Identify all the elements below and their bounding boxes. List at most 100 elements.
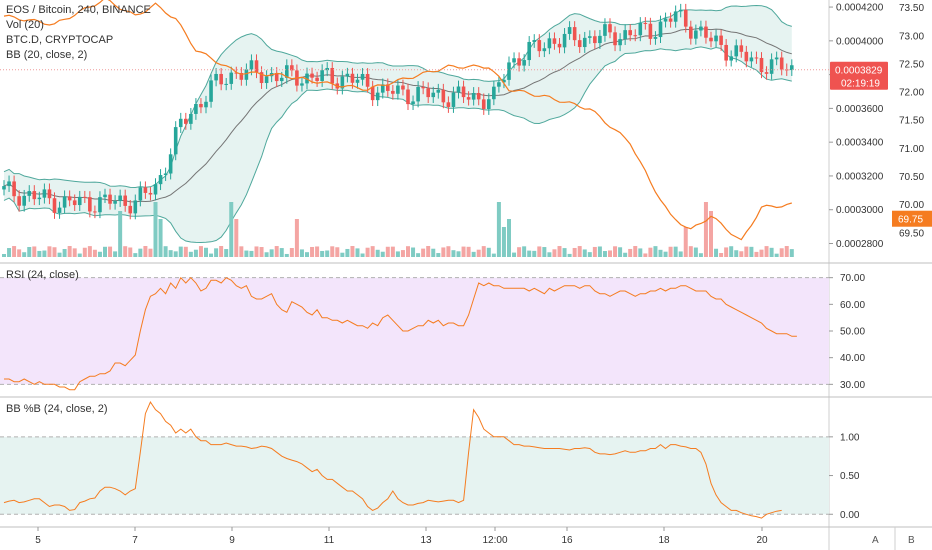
price-tick-label: 0.0004200 (836, 3, 884, 14)
candle-body (290, 65, 294, 71)
candle-body (724, 44, 728, 61)
btcd-tag-value: 69.75 (898, 215, 923, 226)
candle (173, 121, 178, 161)
candle (613, 26, 617, 52)
candle (603, 18, 607, 42)
candle (7, 175, 11, 192)
candle (441, 83, 446, 109)
candle-body (633, 35, 638, 37)
volume-bar (22, 252, 27, 257)
candle (643, 17, 648, 30)
volume-bar (82, 247, 87, 257)
volume-bar (204, 247, 208, 257)
volume-bar (37, 250, 42, 257)
candle-body (118, 195, 122, 202)
candle (582, 31, 587, 53)
candle (744, 45, 749, 68)
candle (724, 39, 728, 67)
volume-bar (234, 219, 239, 257)
candle (532, 34, 537, 48)
volume-bar (789, 249, 794, 257)
candle-body (345, 73, 350, 77)
volume-bar (466, 246, 471, 257)
candle-body (123, 195, 127, 206)
footer-auto-scale-button[interactable]: A (872, 535, 879, 546)
time-tick-label: 11 (324, 535, 335, 546)
candle (673, 5, 678, 28)
candle (148, 187, 153, 201)
candle (345, 67, 350, 83)
candle (714, 29, 718, 48)
volume-bar (163, 246, 168, 257)
candle (790, 59, 794, 76)
candle-body (22, 195, 26, 206)
volume-bar (734, 250, 739, 257)
candle-body (401, 85, 405, 90)
candle (431, 86, 436, 104)
candle (57, 201, 62, 219)
candle-body (300, 83, 304, 86)
candle-body (527, 41, 531, 61)
candle (199, 98, 203, 114)
volume-bar (688, 246, 693, 257)
candle-body (83, 196, 87, 198)
candle (552, 32, 557, 50)
candle (52, 192, 57, 219)
candle-body (57, 207, 62, 213)
candle-body (153, 184, 158, 195)
candle-body (577, 40, 582, 48)
candle-body (194, 103, 198, 114)
candle-body (764, 72, 769, 74)
candle-body (774, 57, 779, 60)
candle (219, 68, 223, 91)
volume-bar (431, 248, 436, 257)
volume-bar (97, 251, 102, 257)
candle-body (704, 26, 708, 38)
volume-bar (148, 248, 153, 257)
price-tick-label: 0.0003400 (836, 138, 884, 149)
btcd-tick-label: 70.00 (899, 200, 924, 211)
candle-body (759, 57, 764, 73)
candle-body (158, 175, 163, 185)
candle-body (249, 60, 254, 70)
candle (411, 95, 415, 111)
candle-body (214, 73, 218, 81)
candle-body (32, 191, 37, 200)
candle (719, 29, 723, 51)
volume-bar (779, 248, 784, 257)
volume-bar (365, 247, 370, 257)
btcd-tick-label: 73.50 (899, 3, 924, 14)
rsi-tick-label: 50.00 (840, 327, 865, 338)
volume-bar (360, 253, 365, 257)
candle (229, 66, 234, 90)
candle (416, 81, 420, 108)
volume-bar (7, 248, 12, 257)
volume-bar (289, 248, 294, 257)
volume-bar (714, 248, 719, 257)
footer-b-button[interactable]: B (908, 535, 915, 546)
candle (623, 24, 627, 46)
volume-bar (653, 246, 658, 257)
price-tick-label: 0.0003000 (836, 205, 884, 216)
volume-bar (542, 247, 547, 257)
candle-body (603, 24, 607, 36)
candle (83, 190, 87, 204)
volume-bar (133, 253, 138, 257)
candle-body (98, 197, 102, 213)
volume-bar (188, 251, 193, 257)
volume-bar (305, 252, 309, 257)
candle-body (608, 24, 612, 33)
candle-body (593, 36, 597, 44)
candle (224, 78, 228, 91)
candle-body (699, 26, 703, 31)
candle (769, 53, 774, 80)
volume-bar (411, 247, 416, 257)
volume-bar (749, 246, 754, 257)
time-tick-label: 18 (658, 535, 670, 546)
volume-bar (496, 202, 501, 257)
candle (628, 24, 632, 42)
candle-body (582, 37, 587, 48)
volume-bar (42, 250, 47, 257)
volume-bar (118, 211, 123, 257)
